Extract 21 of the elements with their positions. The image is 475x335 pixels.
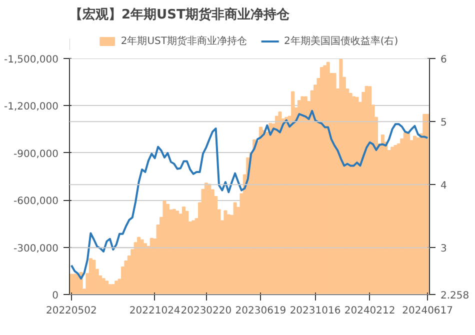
y2-tick-label: 3 — [440, 244, 447, 255]
y2-tick-label: 4 — [440, 180, 447, 192]
legend-label: 2年期UST期货非商业净持仓 — [120, 34, 247, 48]
legend-label: 2年期美国国债收益率(右) — [284, 34, 398, 48]
y-tick-label: -1,500,000 — [4, 54, 59, 66]
y-tick-label: -1,200,000 — [4, 102, 59, 113]
y-tick-label: -900,000 — [14, 148, 59, 160]
y-tick-label: -300,000 — [14, 243, 59, 254]
x-tick-label: 20221024 — [129, 306, 180, 316]
y2-tick-label: 2.258 — [440, 290, 470, 302]
x-tick-label: 20230220 — [180, 306, 232, 316]
y-tick-label: 0 — [52, 290, 59, 302]
x-tick-label: 20220502 — [46, 306, 97, 316]
x-tick-label: 20231016 — [290, 306, 341, 316]
y2-tick-label: 5 — [440, 118, 447, 129]
x-tick-label: 20240617 — [402, 306, 454, 316]
x-tick-label: 20240212 — [344, 306, 396, 316]
chart-title: 【宏观】2年期UST期货非商业净持仓 — [70, 6, 290, 22]
y-tick-label: -600,000 — [14, 196, 59, 208]
y2-tick-label: 6 — [440, 54, 447, 66]
x-tick-label: 20230619 — [235, 306, 286, 316]
